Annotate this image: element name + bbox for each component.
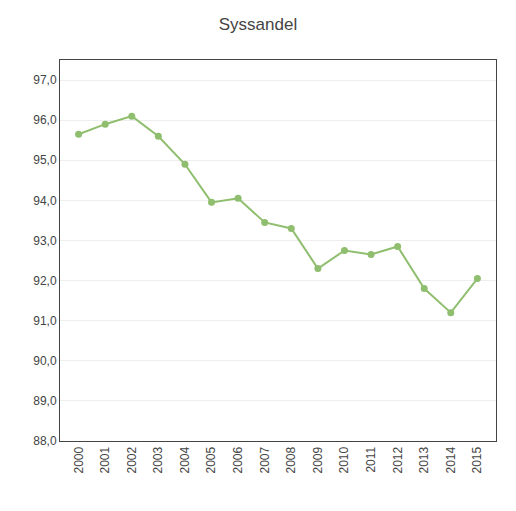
- svg-text:92,0: 92,0: [33, 274, 57, 288]
- svg-text:2011: 2011: [364, 446, 378, 472]
- svg-text:2001: 2001: [98, 446, 112, 473]
- svg-text:96,0: 96,0: [33, 113, 57, 127]
- svg-text:95,0: 95,0: [33, 153, 57, 167]
- svg-text:2012: 2012: [391, 446, 405, 473]
- svg-text:2005: 2005: [204, 446, 218, 473]
- svg-text:2006: 2006: [231, 446, 245, 473]
- svg-text:Syssandel: Syssandel: [219, 15, 297, 34]
- svg-text:94,0: 94,0: [33, 194, 57, 208]
- svg-text:2009: 2009: [311, 446, 325, 473]
- svg-text:2014: 2014: [444, 446, 458, 473]
- svg-text:88,0: 88,0: [33, 434, 57, 448]
- svg-text:2013: 2013: [417, 446, 431, 473]
- svg-text:2008: 2008: [284, 446, 298, 473]
- svg-text:2015: 2015: [470, 446, 484, 473]
- svg-text:97,0: 97,0: [33, 73, 57, 87]
- svg-text:2010: 2010: [337, 446, 351, 473]
- svg-text:2004: 2004: [178, 446, 192, 473]
- svg-text:2007: 2007: [258, 446, 272, 473]
- svg-text:93,0: 93,0: [33, 234, 57, 248]
- svg-text:89,0: 89,0: [33, 394, 57, 408]
- svg-text:2002: 2002: [125, 446, 139, 473]
- svg-text:91,0: 91,0: [33, 314, 57, 328]
- svg-text:2003: 2003: [151, 446, 165, 473]
- svg-text:2000: 2000: [72, 446, 86, 473]
- svg-text:90,0: 90,0: [33, 354, 57, 368]
